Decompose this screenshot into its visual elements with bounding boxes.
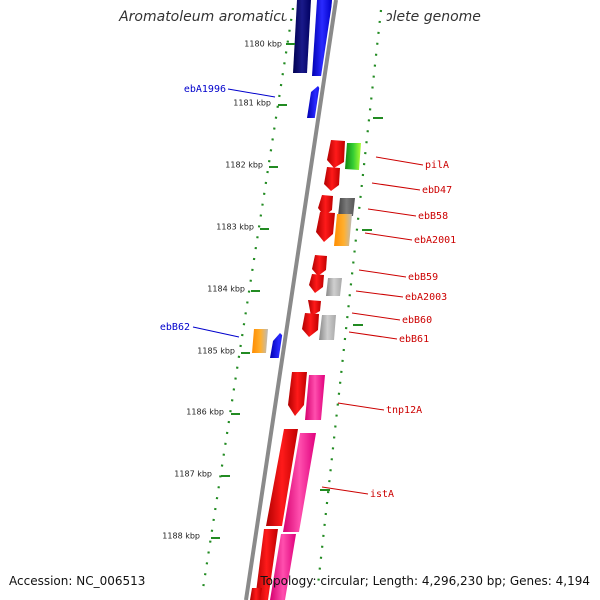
gene-label-pilA[interactable]: pilA bbox=[425, 160, 449, 171]
gene-red-arrow bbox=[318, 195, 333, 216]
gene-label-ebB60[interactable]: ebB60 bbox=[402, 315, 432, 326]
gene-label-ebB59[interactable]: ebB59 bbox=[408, 272, 438, 283]
gene-pink-block bbox=[283, 433, 316, 532]
topology-text: Topology: circular; Length: 4,296,230 bp… bbox=[260, 574, 590, 588]
gene-label-ebD47[interactable]: ebD47 bbox=[422, 185, 452, 196]
leader-line-ebB60 bbox=[351, 312, 401, 321]
ruler-label: 1184 kbp bbox=[207, 285, 245, 294]
gene-red-block bbox=[250, 588, 262, 600]
leader-line-ebA2001 bbox=[364, 232, 413, 241]
leader-line-ebB58 bbox=[367, 208, 417, 217]
accession-text: Accession: NC_006513 bbox=[9, 574, 146, 588]
gene-istA bbox=[266, 429, 298, 526]
leader-line-ebA1996 bbox=[227, 88, 276, 98]
gene-red-arrow bbox=[316, 212, 335, 242]
gene-red-arrow bbox=[309, 274, 324, 293]
gene-label-ebA1996[interactable]: ebA1996 bbox=[184, 84, 226, 95]
gene-pink-block bbox=[305, 375, 325, 420]
gene-ebB59 bbox=[312, 255, 327, 276]
gene-block-navy bbox=[293, 0, 311, 73]
ruler-label: 1186 kbp bbox=[186, 408, 224, 417]
gene-label-ebB61[interactable]: ebB61 bbox=[399, 334, 429, 345]
gene-ebA2001 bbox=[334, 214, 352, 246]
ruler-label: 1185 kbp bbox=[197, 347, 235, 356]
genome-backbone bbox=[244, 0, 338, 600]
ruler-label: 1182 kbp bbox=[225, 161, 263, 170]
gene-ebB62 bbox=[252, 329, 268, 353]
left-dotted-scale bbox=[200, 7, 295, 596]
gene-ebB61 bbox=[319, 315, 336, 340]
leader-line-tnp12A bbox=[337, 402, 385, 411]
leader-line-ebB59 bbox=[358, 269, 407, 278]
leader-line-ebD47 bbox=[371, 182, 421, 191]
gene-label-tnp12A[interactable]: tnp12A bbox=[386, 405, 422, 416]
ruler-label: 1181 kbp bbox=[233, 99, 271, 108]
gene-label-ebA2001[interactable]: ebA2001 bbox=[414, 235, 456, 246]
gene-red-arrow bbox=[327, 140, 345, 168]
gene-pilA bbox=[345, 143, 361, 170]
gene-red-arrow bbox=[308, 300, 321, 316]
leader-line-pilA bbox=[375, 156, 424, 166]
ruler-label: 1180 kbp bbox=[244, 40, 282, 49]
gene-label-ebB62[interactable]: ebB62 bbox=[160, 322, 190, 333]
ruler-label: 1183 kbp bbox=[216, 223, 254, 232]
leader-line-istA bbox=[321, 486, 369, 495]
leader-line-ebA2003 bbox=[355, 290, 404, 298]
leader-line-ebB62 bbox=[192, 326, 240, 338]
gene-ebD47 bbox=[324, 167, 340, 191]
gene-ebA2003 bbox=[326, 278, 342, 296]
gene-label-ebA2003[interactable]: ebA2003 bbox=[405, 292, 447, 303]
gene-pink-block bbox=[270, 534, 296, 600]
gene-tnp12A bbox=[288, 372, 307, 416]
ruler-label: 1187 kbp bbox=[174, 470, 212, 479]
ruler-label: 1188 kbp bbox=[162, 532, 200, 541]
gene-ebB58 bbox=[338, 198, 355, 216]
gene-ebB60 bbox=[302, 313, 319, 337]
gene-label-istA[interactable]: istA bbox=[370, 489, 394, 500]
gene-label-ebB58[interactable]: ebB58 bbox=[418, 211, 448, 222]
gene-red-block bbox=[255, 529, 278, 600]
leader-line-ebB61 bbox=[348, 331, 398, 340]
